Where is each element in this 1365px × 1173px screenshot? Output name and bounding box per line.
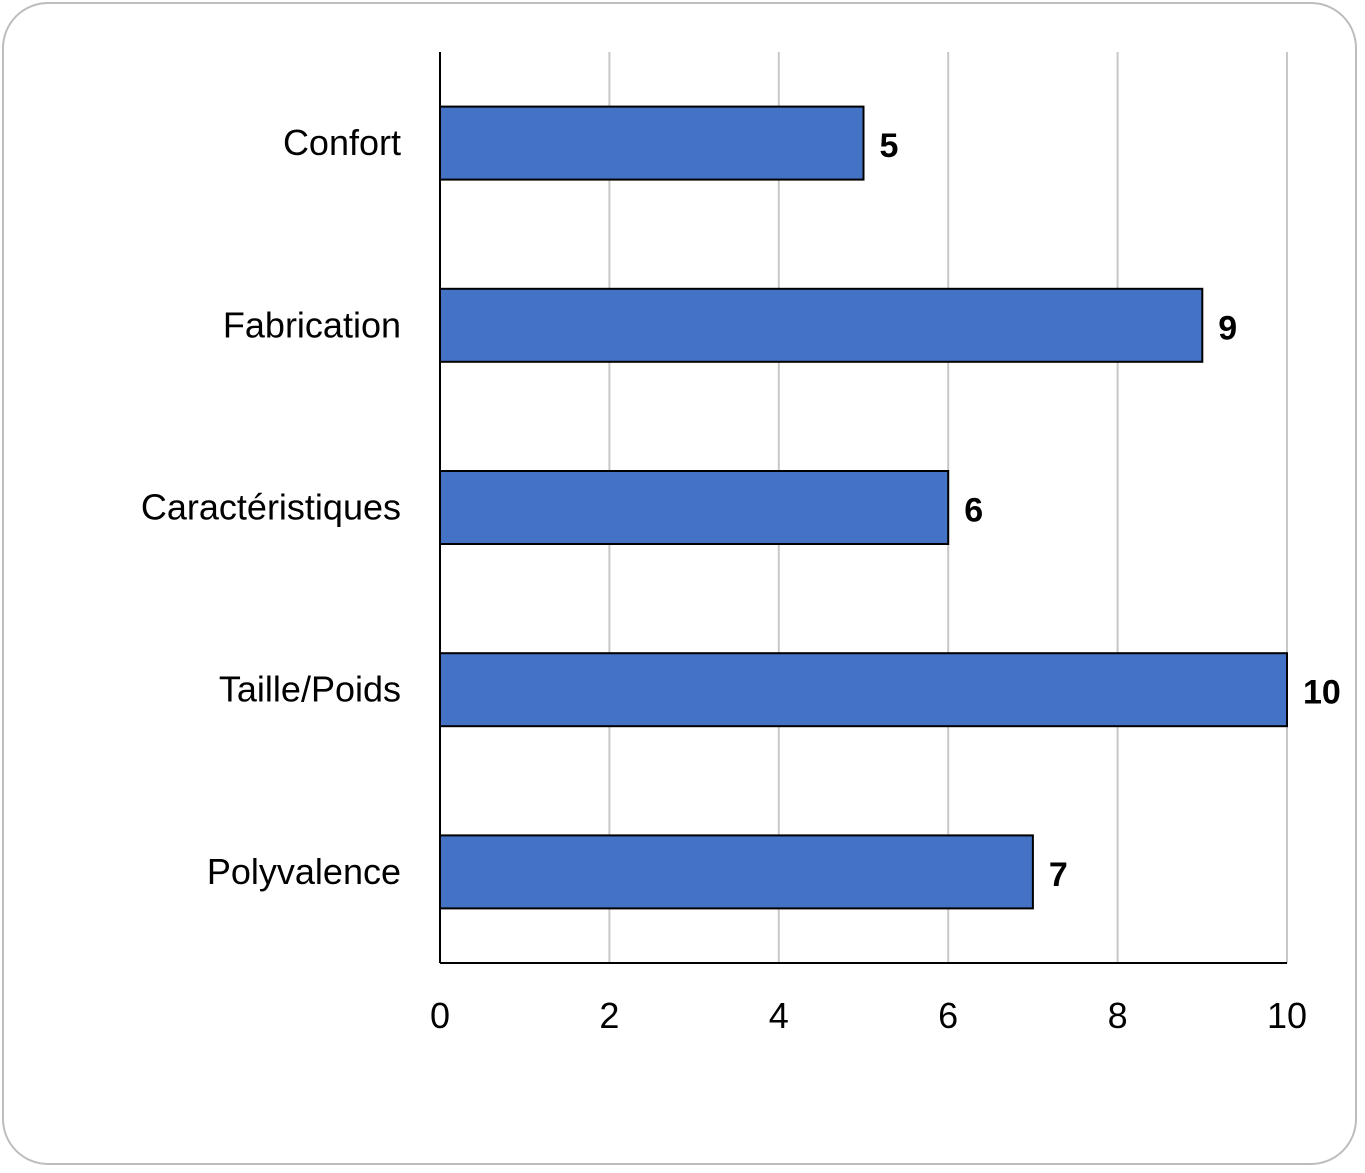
data-label: 10 (1303, 674, 1341, 712)
x-tick-label-10: 10 (1267, 995, 1307, 1036)
category-label: Fabrication (223, 304, 401, 345)
x-tick-label-0: 0 (430, 995, 450, 1036)
x-tick-label-4: 4 (769, 995, 789, 1036)
category-label: Taille/Poids (219, 669, 401, 710)
bar-polyvalence (439, 834, 1034, 910)
data-label: 7 (1049, 856, 1068, 894)
data-label: 9 (1218, 309, 1237, 347)
bar-confort (439, 105, 865, 181)
x-tick-label-8: 8 (1108, 995, 1128, 1036)
x-tick-label-2: 2 (599, 995, 619, 1036)
data-label: 6 (964, 492, 983, 530)
axes (439, 52, 1287, 964)
category-label: Caractéristiques (141, 487, 401, 528)
bar-caract-ristiques (439, 470, 950, 545)
x-tick-label-6: 6 (938, 995, 958, 1036)
bar-fabrication (439, 287, 1204, 363)
bars (439, 105, 1288, 910)
data-label: 5 (880, 127, 899, 165)
category-label: Confort (283, 122, 401, 163)
labels: 0 2 4 6 8 10 Confort 5 Fabrication 9 Caractéristiq… (141, 122, 1341, 1036)
bar-taille-poids (439, 652, 1288, 728)
category-label: Polyvalence (207, 851, 401, 892)
